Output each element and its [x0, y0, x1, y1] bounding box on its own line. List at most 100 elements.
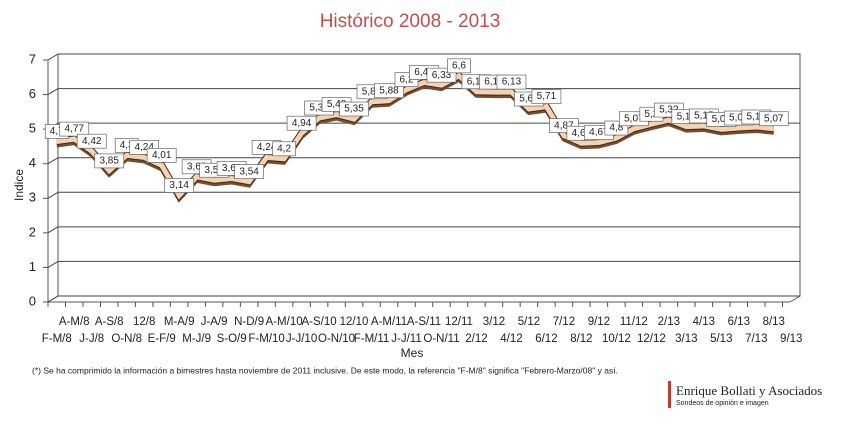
label-box	[234, 164, 264, 179]
data-label: 5,12	[747, 112, 767, 123]
data-label: 4,3	[120, 140, 134, 151]
x-tick-label: 12/8	[133, 316, 155, 328]
y-tick-label: 0	[29, 293, 36, 308]
data-label: 5,48	[327, 99, 347, 110]
x-tick-label: 2/12	[465, 333, 487, 345]
label-box	[496, 74, 527, 90]
data-label: 4,2	[277, 143, 291, 154]
logo-name: Enrique Bollati y Asociados	[676, 383, 822, 398]
data-label: 3,58	[204, 165, 224, 176]
x-tick-label: F-M/10	[248, 333, 284, 345]
x-tick-label: 12/12	[637, 333, 666, 345]
data-label: 5,07	[624, 113, 644, 124]
label-box	[146, 148, 177, 163]
data-label: 6,41	[414, 67, 434, 78]
label-box	[94, 153, 125, 169]
data-label: 5,85	[362, 86, 382, 97]
label-box	[339, 101, 369, 117]
x-tick-label: J-J/8	[79, 333, 104, 345]
y-tick-label: 3	[29, 190, 36, 205]
x-tick-label: 2/13	[658, 316, 680, 328]
logo-tagline: Sondeos de opinión e imagen	[676, 400, 769, 407]
data-label: 5,88	[379, 85, 399, 96]
y-tick-label: 2	[29, 224, 36, 239]
grid-depth	[47, 88, 59, 96]
label-box	[272, 141, 296, 157]
x-tick-label: 4/13	[693, 316, 715, 328]
y-tick-label: 1	[29, 259, 36, 274]
data-label: 5,38	[309, 103, 329, 114]
x-tick-label: 12/11	[445, 316, 473, 328]
x-tick-label: 5/12	[518, 316, 540, 328]
line-shadow	[56, 77, 774, 203]
label-box	[447, 58, 471, 74]
label-box	[758, 111, 789, 127]
data-label: 4,24	[134, 142, 154, 153]
x-tick-label: 7/12	[553, 316, 575, 328]
x-tick-label: M-A/9	[164, 316, 195, 328]
logo-bar	[668, 381, 671, 408]
x-tick-label: 6/12	[535, 333, 557, 345]
label-box	[286, 115, 317, 131]
data-label: 4,87	[554, 120, 574, 131]
data-label: 4,8	[609, 123, 623, 134]
x-tick-label: J-J/10	[286, 333, 317, 345]
data-label: 4,77	[64, 124, 84, 135]
data-label: 3,14	[169, 180, 189, 191]
data-label: 5,07	[764, 113, 784, 124]
data-label: 4,94	[292, 118, 312, 129]
x-tick-label: 5/13	[710, 333, 732, 345]
x-axis-label: Mes	[401, 346, 424, 360]
x-tick-label: J-J/11	[391, 333, 421, 345]
x-tick-label: 10/12	[602, 333, 631, 345]
grid-depth	[47, 226, 59, 234]
data-label: 6,33	[432, 70, 452, 81]
x-tick-label: 7/13	[745, 333, 767, 345]
data-label: 3,54	[239, 166, 259, 177]
x-tick-label: 3/13	[675, 333, 697, 345]
x-tick-label: J-A/9	[201, 316, 228, 328]
data-label: 5,09	[729, 113, 749, 124]
data-label: 6,13	[502, 77, 522, 88]
data-label: 4,24	[257, 142, 277, 153]
data-label: 5,32	[659, 105, 679, 116]
data-label: 5,2	[644, 109, 658, 120]
floor-right	[789, 295, 801, 303]
data-label: 4,01	[152, 150, 172, 161]
data-label: 3,85	[99, 156, 119, 167]
x-tick-label: O-N/8	[111, 333, 142, 345]
data-label: 4,67	[589, 127, 609, 138]
x-tick-label: 12/10	[340, 316, 369, 328]
data-label: 4,42	[82, 136, 102, 147]
label-box	[531, 89, 562, 104]
x-tick-label: 11/12	[620, 316, 648, 328]
label-box	[374, 83, 404, 99]
data-label: 6,13	[484, 77, 504, 88]
x-tick-label: E-F/9	[148, 333, 176, 345]
x-tick-label: O-N/10	[318, 333, 355, 345]
x-tick-label: S-O/9	[217, 333, 247, 345]
chart-title: Histórico 2008 - 2013	[320, 11, 501, 32]
data-label: 4,7	[50, 126, 64, 137]
grid-depth	[47, 295, 59, 303]
y-axis-label: Indice	[12, 169, 26, 201]
x-tick-label: F-M/11	[354, 333, 390, 345]
y-tick-label: 6	[29, 86, 36, 101]
x-tick-label: 8/12	[570, 333, 592, 345]
x-tick-label: A-M/8	[59, 316, 90, 328]
x-tick-label: A-S/11	[407, 316, 441, 328]
grid-depth	[47, 157, 59, 165]
data-label: 5,15	[694, 111, 714, 122]
data-label: 3,63	[222, 163, 242, 174]
y-tick-label: 7	[29, 51, 36, 66]
label-box	[76, 133, 107, 149]
x-tick-label: N-D/9	[234, 316, 264, 328]
x-tick-label: A-S/10	[301, 316, 336, 328]
x-tick-label: O-N/11	[423, 333, 459, 345]
data-label: 5,13	[677, 111, 697, 122]
y-tick-label: 4	[29, 155, 36, 170]
grid-depth	[47, 191, 59, 199]
x-tick-label: 6/13	[728, 316, 750, 328]
x-tick-label: 4/12	[500, 333, 522, 345]
